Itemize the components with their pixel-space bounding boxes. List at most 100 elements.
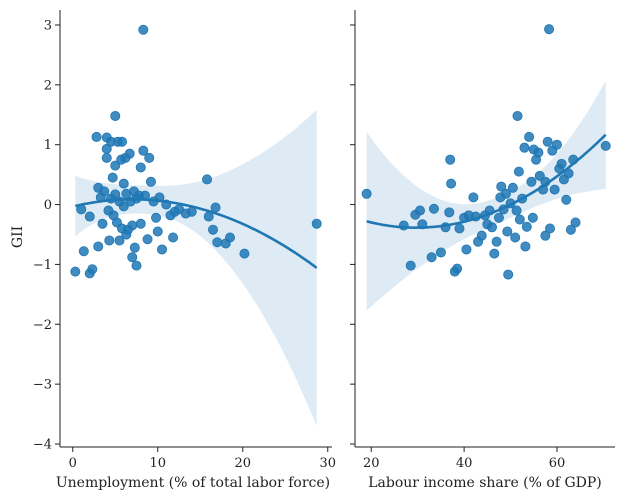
data-point <box>138 24 149 35</box>
data-point <box>446 178 457 189</box>
data-point <box>533 147 544 158</box>
data-point <box>542 136 553 147</box>
panel-left: 0 10 20 30 −4 −3 −2 −1 0 1 2 3 <box>33 10 336 471</box>
data-point <box>151 212 162 223</box>
data-point <box>513 166 524 177</box>
data-point <box>84 211 95 222</box>
data-point <box>168 232 179 243</box>
data-point <box>520 241 531 252</box>
x-tick-label: 20 <box>363 456 380 471</box>
data-point <box>135 218 146 229</box>
data-point <box>93 241 104 252</box>
data-point <box>210 202 221 213</box>
regression-line <box>75 197 318 269</box>
data-point <box>110 160 121 171</box>
data-point <box>507 182 518 193</box>
data-point <box>489 248 500 259</box>
x-tick-label: 30 <box>319 456 336 471</box>
data-point <box>135 162 146 173</box>
data-point <box>239 248 250 259</box>
y-tick-label: 2 <box>44 78 52 93</box>
x-tick-label: 40 <box>456 456 473 471</box>
y-tick-label: 3 <box>44 18 52 33</box>
data-point <box>224 232 235 243</box>
x-tick-label: 20 <box>234 456 251 471</box>
data-point <box>511 205 522 216</box>
data-point <box>101 152 112 163</box>
y-tick-label: 1 <box>44 138 52 153</box>
data-point <box>129 242 140 253</box>
data-point <box>212 237 223 248</box>
panel-right: 20 40 60 <box>350 10 615 471</box>
data-point <box>207 224 218 235</box>
x-tick-label: 60 <box>549 456 566 471</box>
data-point <box>570 217 581 228</box>
y-tick-label: −3 <box>33 378 52 393</box>
data-point <box>544 24 555 35</box>
data-point <box>428 203 439 214</box>
data-point <box>202 174 213 185</box>
x-axis-label-left: Unemployment (% of total labor force) <box>56 475 330 491</box>
data-point <box>131 260 142 271</box>
data-point <box>493 212 504 223</box>
data-point <box>311 218 322 229</box>
data-point <box>127 252 138 263</box>
data-point <box>138 145 149 156</box>
data-point <box>435 247 446 258</box>
data-point <box>524 131 535 142</box>
data-point <box>486 222 497 233</box>
data-point <box>444 207 455 218</box>
data-point <box>512 110 523 121</box>
data-point <box>549 184 560 195</box>
data-point <box>398 220 409 231</box>
data-point <box>556 158 567 169</box>
x-tick-label: 0 <box>69 456 77 471</box>
data-point <box>110 110 121 121</box>
data-point <box>405 260 416 271</box>
data-point <box>527 212 538 223</box>
data-point <box>124 148 135 159</box>
data-point <box>152 226 163 237</box>
data-point <box>468 192 479 203</box>
data-point <box>521 221 532 232</box>
data-point <box>118 201 129 212</box>
data-point <box>476 230 487 241</box>
y-tick-label: −4 <box>33 438 52 453</box>
data-point <box>426 252 437 263</box>
x-tick-label: 10 <box>149 456 166 471</box>
data-point <box>91 131 102 142</box>
data-point <box>361 188 372 199</box>
data-point <box>514 214 525 225</box>
data-point <box>145 176 156 187</box>
data-point <box>99 186 110 197</box>
data-point <box>414 205 425 216</box>
data-point <box>519 142 530 153</box>
data-point <box>142 234 153 245</box>
data-point <box>461 244 472 255</box>
data-point <box>107 172 118 183</box>
data-point <box>503 269 514 280</box>
data-point <box>510 232 521 243</box>
data-point <box>502 226 513 237</box>
data-point <box>118 178 129 189</box>
confidence-band <box>366 80 606 311</box>
data-point <box>545 223 556 234</box>
y-tick-label: −1 <box>33 258 52 273</box>
data-point <box>114 235 125 246</box>
regression-line <box>366 133 607 230</box>
data-point <box>540 230 551 241</box>
data-point <box>565 224 576 235</box>
data-point <box>127 220 138 231</box>
data-point <box>144 152 155 163</box>
data-point <box>156 244 167 255</box>
data-point <box>87 264 98 275</box>
data-point <box>496 181 507 192</box>
data-point <box>97 218 108 229</box>
y-tick-label: 0 <box>44 198 52 213</box>
y-tick-label: −2 <box>33 318 52 333</box>
y-axis-label: GII <box>10 226 26 248</box>
data-point <box>70 266 81 277</box>
x-axis-label-right: Labour income share (% of GDP) <box>368 475 602 491</box>
data-point <box>454 223 465 234</box>
